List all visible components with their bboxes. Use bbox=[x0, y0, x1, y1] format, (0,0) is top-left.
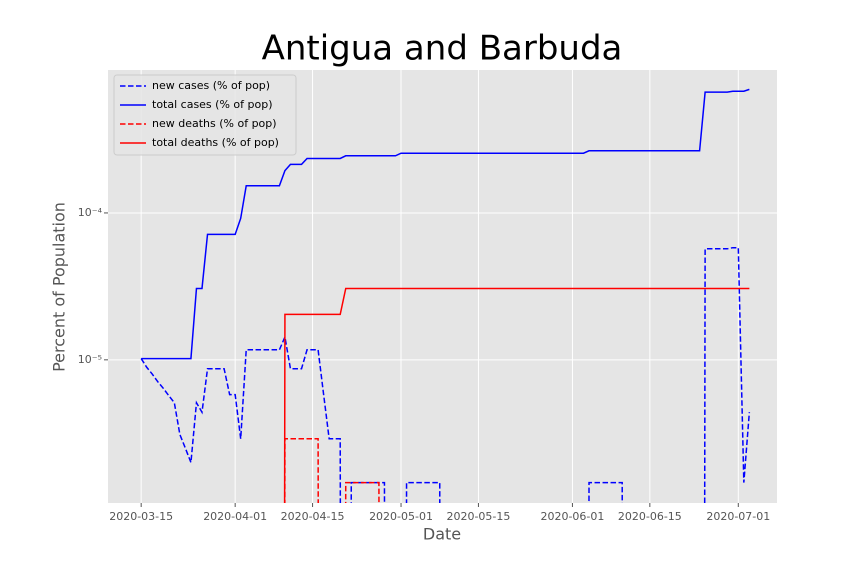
series-line bbox=[283, 287, 750, 503]
x-tick-label: 2020-05-15 bbox=[446, 510, 510, 523]
legend-label: total cases (% of pop) bbox=[152, 98, 273, 111]
x-tick-label: 2020-06-15 bbox=[618, 510, 682, 523]
legend-label: new deaths (% of pop) bbox=[152, 117, 277, 130]
x-tick-label: 2020-07-01 bbox=[706, 510, 770, 523]
axes: 2020-03-15 2020-04-01 2020-04-15 2020-05-01… bbox=[78, 206, 770, 523]
grid bbox=[108, 70, 777, 503]
y-tick-label: 10⁻⁴ bbox=[78, 206, 103, 219]
chart-title: Antigua and Barbuda bbox=[262, 29, 623, 69]
x-tick-label: 2020-04-15 bbox=[281, 510, 345, 523]
x-axis-label: Date bbox=[423, 525, 461, 544]
x-tick-label: 2020-06-01 bbox=[540, 510, 604, 523]
y-axis-label: Percent of Population bbox=[50, 202, 69, 372]
legend-label: total deaths (% of pop) bbox=[152, 136, 279, 149]
y-tick-label: 10⁻⁵ bbox=[78, 353, 102, 366]
x-tick-label: 2020-05-01 bbox=[369, 510, 433, 523]
legend-box bbox=[113, 74, 297, 156]
legend: new cases (% of pop) total cases (% of po… bbox=[113, 74, 297, 156]
lines bbox=[140, 88, 751, 503]
x-tick-label: 2020-03-15 bbox=[109, 510, 173, 523]
series-line bbox=[141, 88, 750, 360]
x-tick-label: 2020-04-01 bbox=[203, 510, 267, 523]
series-line bbox=[140, 246, 751, 503]
legend-label: new cases (% of pop) bbox=[152, 79, 270, 92]
